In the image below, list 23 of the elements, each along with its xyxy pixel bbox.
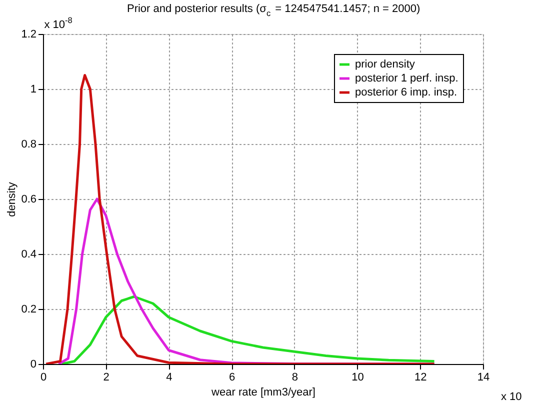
x-tick-label: 4 — [166, 372, 172, 384]
x-tick-label: 6 — [229, 372, 236, 384]
y-tick-label: 0.6 — [21, 194, 36, 206]
x-tick-label: 14 — [477, 372, 490, 384]
y-tick-label: 0.2 — [21, 304, 36, 316]
y-tick-label: 1 — [30, 84, 36, 96]
legend-label: prior density — [355, 58, 416, 70]
x-tick-label: 0 — [40, 372, 47, 384]
y-tick-label: 1.2 — [21, 28, 36, 40]
x-axis-title: wear rate [mm3/year] — [210, 386, 316, 398]
y-axis-title: density — [6, 182, 18, 217]
line-series — [44, 74, 436, 364]
x-tick-label: 8 — [292, 372, 298, 384]
y-tick-label: 0 — [30, 358, 36, 370]
y-tick-label: 0.4 — [21, 248, 36, 260]
x-tick-label: 2 — [103, 372, 110, 384]
y-tick-label: 0.8 — [21, 138, 36, 150]
text: x 10 — [501, 391, 522, 403]
x-tick-label: 10 — [352, 372, 364, 384]
line-series — [60, 295, 436, 364]
legend-label: posterior 6 imp. insp. — [355, 86, 458, 98]
x-tick-label: 12 — [414, 372, 427, 384]
legend-label: posterior 1 perf. insp. — [355, 72, 458, 84]
